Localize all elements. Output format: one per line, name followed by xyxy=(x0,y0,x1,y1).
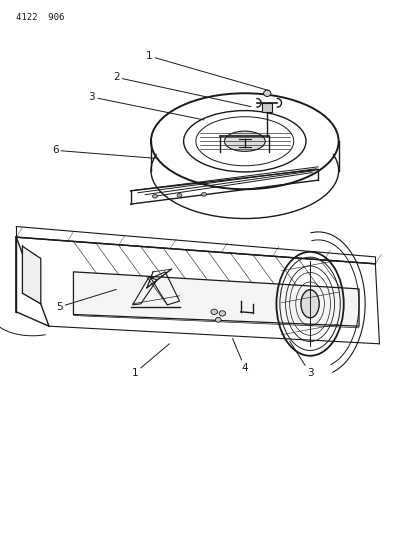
Ellipse shape xyxy=(301,290,319,318)
Ellipse shape xyxy=(153,195,157,198)
Ellipse shape xyxy=(215,317,221,322)
Text: 3: 3 xyxy=(290,341,313,378)
Text: 4: 4 xyxy=(233,338,248,373)
Polygon shape xyxy=(73,272,359,326)
Ellipse shape xyxy=(202,192,206,196)
Ellipse shape xyxy=(177,193,182,197)
Text: 2: 2 xyxy=(113,72,251,107)
Polygon shape xyxy=(22,246,41,304)
Ellipse shape xyxy=(219,311,226,316)
Text: 5: 5 xyxy=(56,289,116,312)
Text: 1: 1 xyxy=(146,51,269,91)
Ellipse shape xyxy=(153,94,337,188)
Text: 6: 6 xyxy=(52,146,155,158)
Ellipse shape xyxy=(211,309,217,314)
Text: 1: 1 xyxy=(131,344,169,378)
Ellipse shape xyxy=(264,90,271,96)
Bar xyxy=(262,103,272,112)
Text: 3: 3 xyxy=(89,92,204,120)
Ellipse shape xyxy=(224,131,265,151)
Text: 4122  906: 4122 906 xyxy=(16,13,65,22)
